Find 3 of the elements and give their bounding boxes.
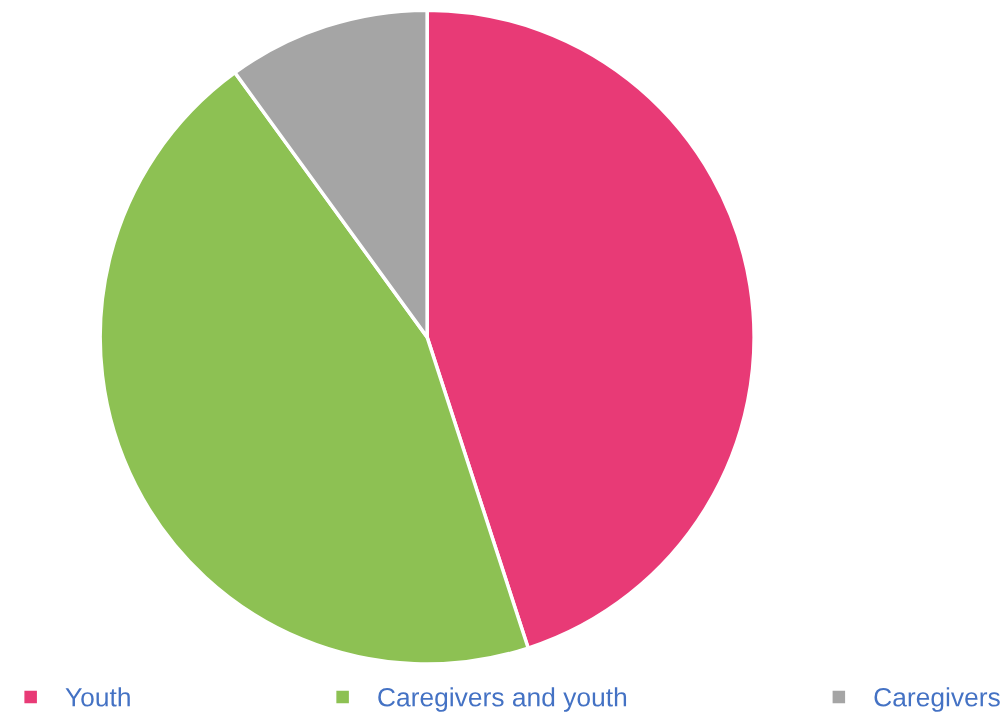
legend-label: Caregivers and youth	[378, 687, 627, 712]
legend-label: Caregivers	[874, 687, 1000, 712]
legend-label: Youth	[65, 687, 130, 707]
